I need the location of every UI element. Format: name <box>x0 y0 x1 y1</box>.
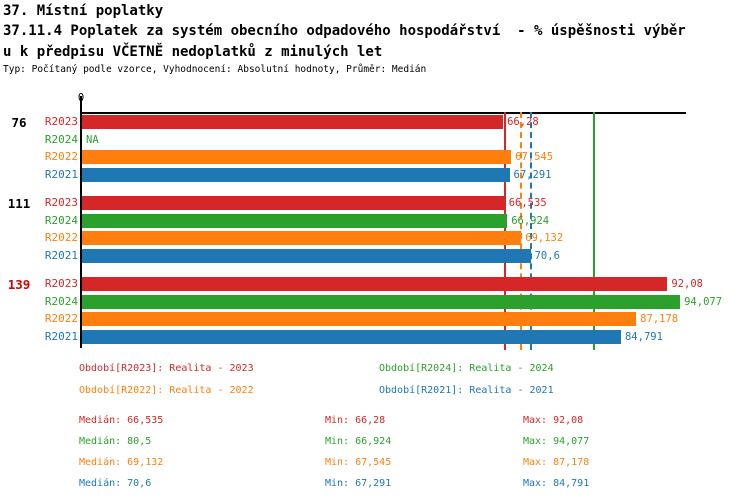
stats-row-R2022: Medián: 69,132 Min: 67,545 Max: 87,178 <box>79 456 589 477</box>
stat-max-R2021: Max: 84,791 <box>523 478 590 489</box>
stat-min-R2022: Min: 67,545 <box>325 457 392 468</box>
bar-value-label-R2021-group-76: 67,291 <box>513 168 552 181</box>
series-label-R2022: R2022 <box>44 150 78 163</box>
median-line-R2024 <box>592 112 595 350</box>
series-label-R2022: R2022 <box>44 231 78 244</box>
bar-R2024-group-111 <box>82 213 508 228</box>
median-line-R2021 <box>529 112 532 350</box>
series-label-R2024: R2024 <box>44 132 78 146</box>
bar-value-label-R2024-group-111: 66,924 <box>511 214 550 227</box>
stat-min-R2024: Min: 66,924 <box>325 436 392 447</box>
stat-median-R2022: Medián: 69,132 <box>79 457 164 468</box>
bar-R2021-group-76 <box>82 167 510 182</box>
bar-value-label-R2022-group-76: 67,545 <box>515 151 554 163</box>
bar-value-label-R2022-group-139: 87,178 <box>640 313 679 325</box>
series-label-R2023: R2023 <box>44 277 78 290</box>
title-line-1: 37. Místní poplatky <box>3 3 164 19</box>
stats-row-R2023: Medián: 66,535 Min: 66,28 Max: 92,08 <box>79 414 589 435</box>
bar-value-label-R2023-group-139: 92,08 <box>671 278 703 290</box>
series-label-R2022: R2022 <box>44 312 78 325</box>
stat-min-R2023: Min: 66,28 <box>325 415 386 426</box>
legend-item-R2021: Období[R2021]: Realita - 2021 <box>379 385 554 396</box>
stats-row-R2024: Medián: 80,5 Min: 66,924 Max: 94,077 <box>79 435 589 456</box>
group-label-76: 76 <box>11 115 27 130</box>
bar-value-label-R2021-group-139: 84,791 <box>624 330 663 343</box>
bar-value-label-R2024-group-76: NA <box>86 133 99 146</box>
stat-min-R2021: Min: 67,291 <box>325 478 392 489</box>
series-label-R2023: R2023 <box>44 196 78 209</box>
group-label-111: 111 <box>7 196 31 211</box>
stat-max-R2022: Max: 87,178 <box>523 457 590 468</box>
stat-max-R2023: Max: 92,08 <box>523 415 584 426</box>
bar-R2021-group-139 <box>82 329 621 344</box>
legend-item-R2022: Období[R2022]: Realita - 2022 <box>79 385 254 396</box>
bar-value-label-R2024-group-139: 94,077 <box>684 295 723 308</box>
stat-median-R2021: Medián: 70,6 <box>79 478 152 489</box>
x-axis-line <box>81 112 686 114</box>
legend-item-R2024: Období[R2024]: Realita - 2024 <box>379 363 554 374</box>
bar-R2024-group-139 <box>82 294 681 309</box>
stats-row-R2021: Medián: 70,6 Min: 67,291 Max: 84,791 <box>79 477 589 498</box>
stat-max-R2024: Max: 94,077 <box>523 436 590 447</box>
title-line-3: u k předpisu VČETNĚ nedoplatků z minulýc… <box>3 44 383 60</box>
bar-R2022-group-76 <box>82 150 512 164</box>
series-label-R2023: R2023 <box>44 115 78 128</box>
bar-R2023-group-139 <box>82 277 668 291</box>
legend-item-R2023: Období[R2023]: Realita - 2023 <box>79 363 254 374</box>
legend: Období[R2023]: Realita - 2023 Období[R202… <box>79 362 554 397</box>
bar-R2023-group-111 <box>82 196 505 210</box>
bar-R2023-group-76 <box>82 115 504 129</box>
bar-value-label-R2021-group-111: 70,6 <box>534 249 560 262</box>
bar-R2022-group-139 <box>82 312 637 326</box>
group-label-139: 139 <box>7 277 31 292</box>
stat-median-R2023: Medián: 66,535 <box>79 415 164 426</box>
y-axis-line <box>80 96 82 348</box>
bar-value-label-R2023-group-76: 66,28 <box>507 116 539 128</box>
series-label-R2024: R2024 <box>44 213 78 227</box>
series-label-R2021: R2021 <box>44 167 78 181</box>
bar-R2022-group-111 <box>82 231 522 245</box>
bar-R2021-group-111 <box>82 248 531 263</box>
series-label-R2021: R2021 <box>44 248 78 262</box>
title-line-2: 37.11.4 Poplatek za systém obecního odpa… <box>3 23 686 39</box>
stats-table: Medián: 66,535 Min: 66,28 Max: 92,08 Medián… <box>79 414 589 498</box>
series-label-R2021: R2021 <box>44 329 78 343</box>
median-line-R2022 <box>520 112 523 350</box>
series-label-R2024: R2024 <box>44 294 78 308</box>
title-subtitle: Typ: Počítaný podle vzorce, Vyhodnocení:… <box>3 64 427 75</box>
bar-value-label-R2022-group-111: 69,132 <box>525 232 564 244</box>
bar-value-label-R2023-group-111: 66,535 <box>508 197 547 209</box>
stat-median-R2024: Medián: 80,5 <box>79 436 152 447</box>
